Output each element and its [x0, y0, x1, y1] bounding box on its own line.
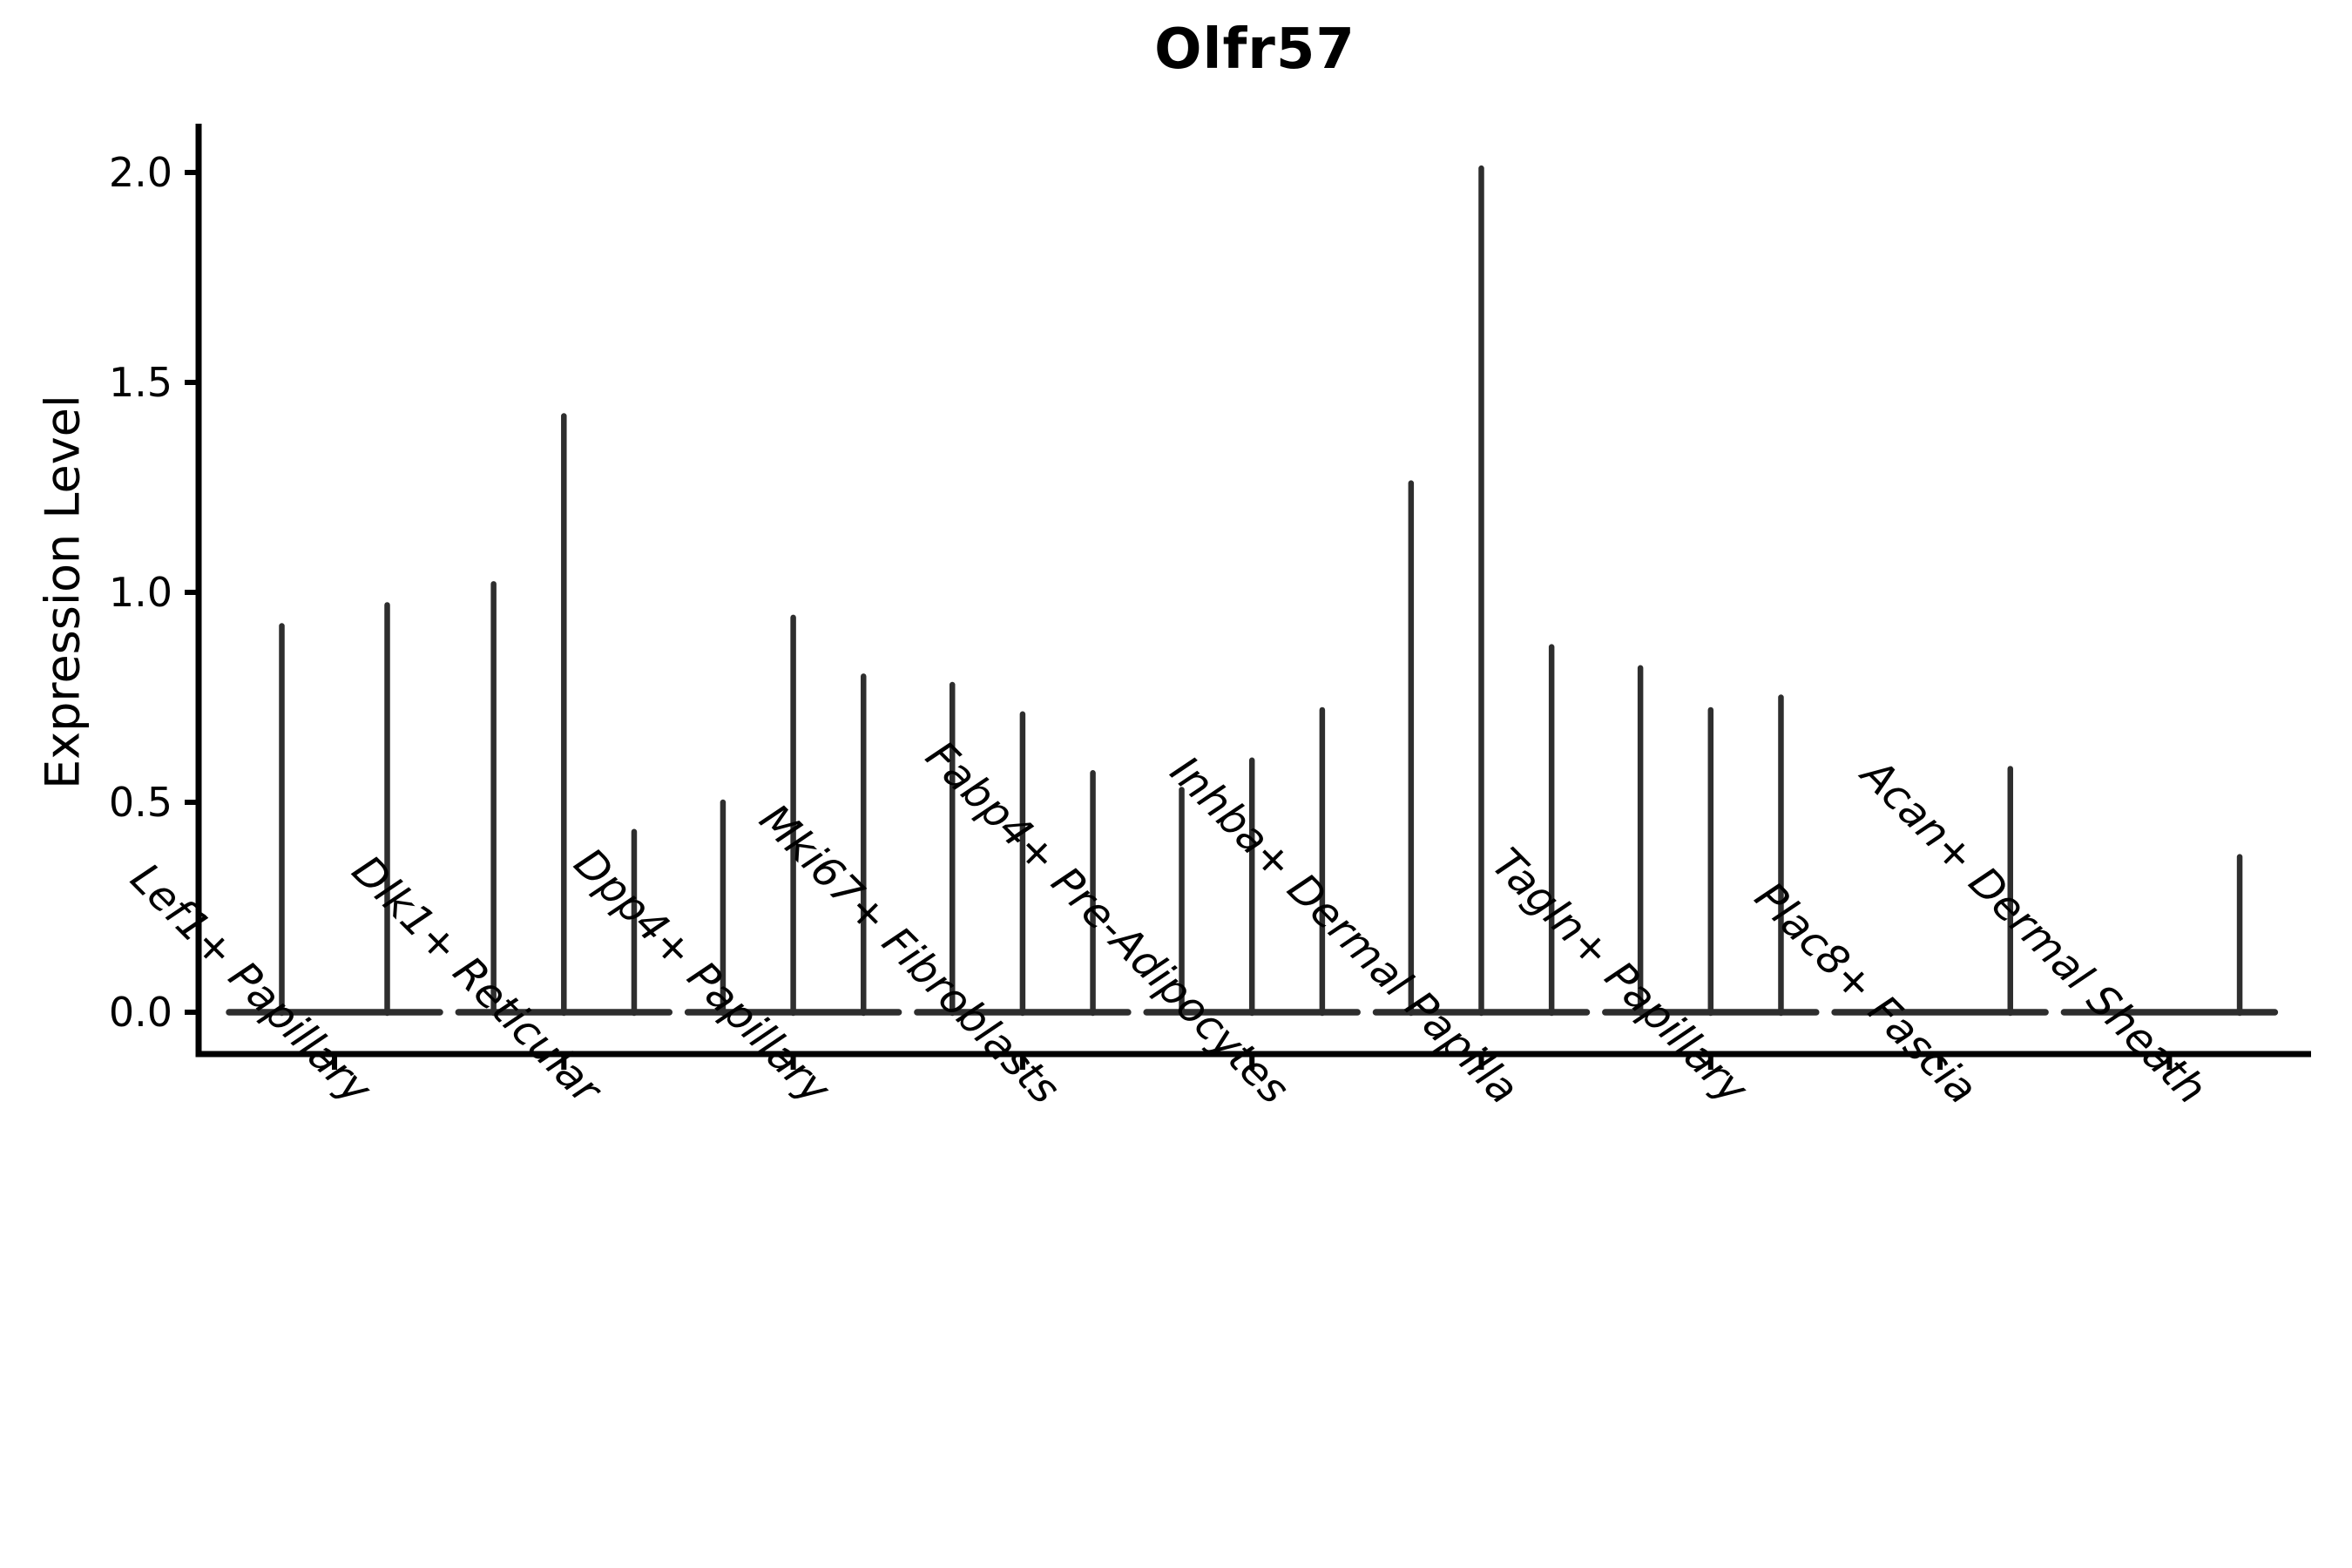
y-tick-label: 0.0 [109, 989, 172, 1036]
y-tick-label: 1.5 [109, 359, 172, 406]
x-tick-label: Dlk1+ Reticular [342, 846, 612, 1116]
x-tick-label: Lef1+ Papillary [121, 854, 382, 1114]
y-tick-label: 1.0 [109, 569, 172, 616]
x-tick-label: Dpp4+ Papillary [564, 839, 840, 1114]
y-tick-label: 0.5 [109, 779, 172, 826]
x-tick-label: Tagln+ Papillary [1483, 839, 1758, 1114]
chart-title: Olfr57 [1154, 17, 1355, 82]
y-tick-label: 2.0 [109, 149, 172, 196]
